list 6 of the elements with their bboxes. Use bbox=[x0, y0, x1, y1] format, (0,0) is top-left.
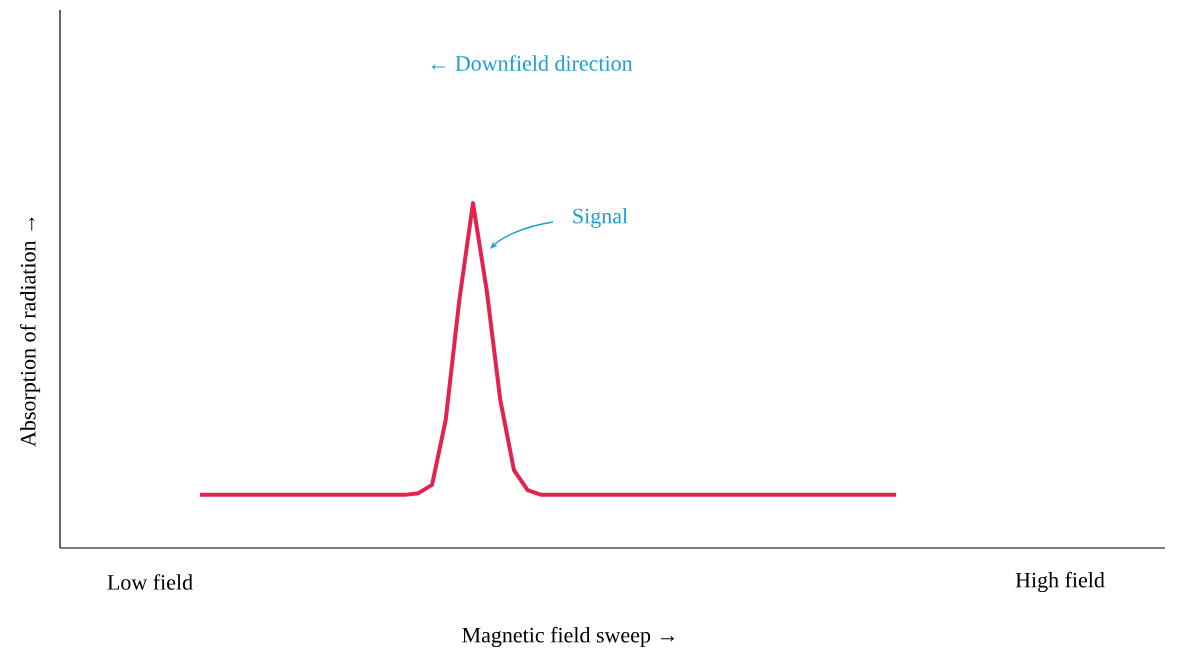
text: Low field bbox=[107, 574, 193, 590]
text: Absorption of radiation → bbox=[19, 217, 41, 447]
annotation: Signal bbox=[573, 207, 628, 228]
text: ← Downfield direction bbox=[431, 55, 633, 71]
x-axis-title: Magnetic field sweep → bbox=[462, 626, 674, 648]
text: High field bbox=[1015, 571, 1105, 593]
